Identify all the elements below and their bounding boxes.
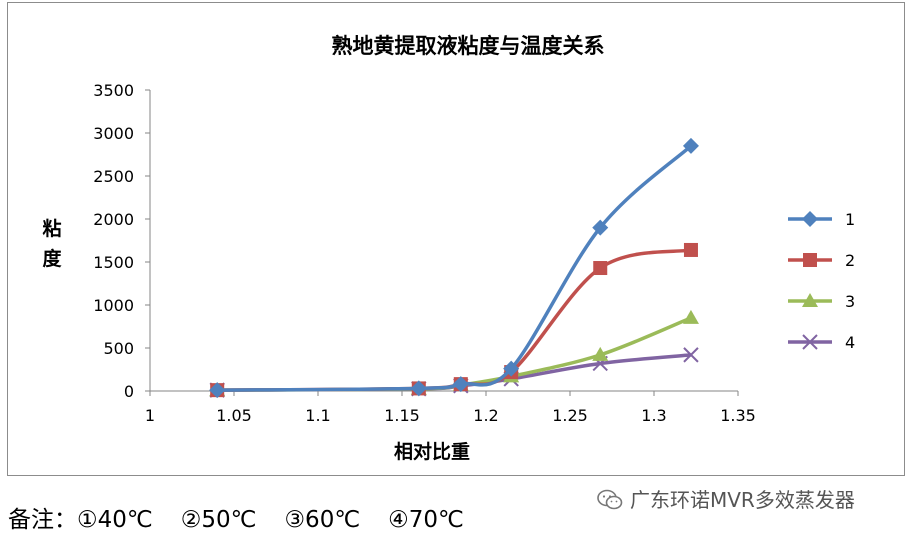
legend-marker (802, 211, 818, 227)
x-axis-label: 相对比重 (394, 440, 470, 463)
data-point (209, 382, 226, 399)
wechat-icon (597, 489, 623, 510)
data-point (682, 137, 699, 154)
footnote: 备注：①40℃ ②50℃ ③60℃ ④70℃ (8, 500, 492, 534)
y-tick-label: 2000 (93, 210, 134, 229)
x-tick-label: 1.2 (473, 406, 498, 425)
data-point (682, 309, 699, 324)
data-point (683, 242, 698, 257)
legend-marker (802, 293, 818, 307)
y-tick-label: 1500 (93, 253, 134, 272)
x-tick-label: 1.15 (384, 406, 420, 425)
watermark: 广东环诺MVR多效蒸发器 (596, 484, 855, 513)
chart-frame: 熟地黄提取液粘度与温度关系粘度相对比重 0 500 1000 1500 2000 2500 3… (7, 2, 905, 476)
series-line (217, 144, 693, 392)
data-point (592, 219, 609, 236)
legend-label: 3 (845, 292, 855, 311)
footnote-item: ③60℃ (284, 507, 361, 533)
data-point (452, 376, 469, 393)
data-point (592, 346, 609, 361)
legend-label: 1 (845, 210, 855, 229)
data-point (410, 380, 427, 397)
series-line (217, 248, 692, 392)
y-tick-label: 3000 (93, 124, 134, 143)
x-tick-label: 1.1 (305, 406, 330, 425)
chart-title: 熟地黄提取液粘度与温度关系 (332, 34, 605, 58)
y-axis-label: 粘度 (42, 218, 62, 270)
y-tick-label: 0 (124, 382, 134, 401)
x-tick-label: 1.3 (641, 406, 666, 425)
legend-label: 2 (845, 251, 855, 270)
footnote-item: ②50℃ (180, 507, 257, 533)
y-tick-label: 1000 (93, 296, 134, 315)
x-tick-label: 1.05 (216, 406, 252, 425)
y-tick-label: 500 (103, 339, 134, 358)
y-tick-label: 3500 (93, 81, 134, 100)
data-point (683, 347, 699, 363)
y-tick-label: 2500 (93, 167, 134, 186)
footnote-item: ①40℃ (77, 507, 153, 533)
legend-marker (802, 334, 818, 350)
x-tick-label: 1.25 (552, 406, 588, 425)
x-tick-label: 1.35 (720, 406, 756, 425)
footnote-label: 备注： (8, 507, 77, 533)
data-point (503, 360, 520, 377)
footnote-item: ④70℃ (388, 507, 464, 533)
data-point (593, 261, 608, 276)
watermark-text: 广东环诺MVR多效蒸发器 (630, 488, 855, 512)
x-tick-label: 1 (145, 406, 155, 425)
legend-label: 4 (845, 333, 855, 352)
legend-marker (803, 253, 817, 267)
